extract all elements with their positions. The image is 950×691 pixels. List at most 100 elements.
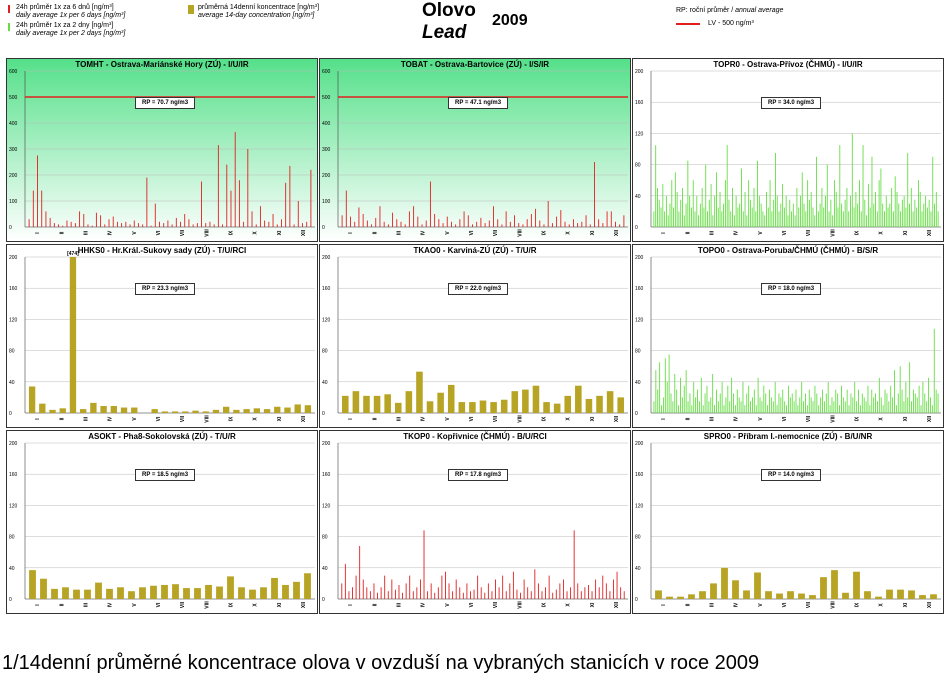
- x-tick-label: V: [445, 231, 451, 235]
- x-tick-label: XI: [590, 230, 596, 235]
- x-tick-label: VIII: [204, 601, 210, 609]
- y-tick-label: 200: [322, 255, 331, 261]
- bar: [59, 408, 66, 413]
- x-tick-label: VI: [782, 230, 788, 235]
- y-tick-label: 200: [9, 255, 18, 261]
- x-tick-label: II: [372, 603, 378, 606]
- bar: [205, 584, 212, 599]
- x-tick-label: IV: [108, 230, 114, 235]
- y-tick-label: 120: [635, 131, 644, 137]
- y-tick-label: 400: [9, 121, 18, 127]
- bar: [293, 581, 300, 599]
- bar: [617, 397, 624, 413]
- bar: [150, 585, 157, 599]
- bar: [699, 591, 706, 599]
- x-tick-label: VII: [180, 601, 186, 608]
- y-tick-label: 300: [9, 147, 18, 153]
- y-tick-label: 160: [635, 100, 644, 106]
- bar: [532, 385, 540, 413]
- bar: [249, 589, 256, 599]
- y-tick-label: 0: [322, 411, 325, 417]
- y-tick-label: 120: [322, 503, 331, 509]
- y-tick-label: 120: [9, 503, 18, 509]
- chart-panel: TKAO0 - Karviná-ZÚ (ZÚ) - T/U/R 0 40 80 120 1…: [319, 244, 631, 428]
- bar: [490, 402, 497, 413]
- legend-label-2day-en: daily average 1x per 2 days [ng/m³]: [16, 30, 126, 37]
- x-tick-label: IV: [421, 230, 427, 235]
- x-tick-label: IV: [108, 602, 114, 607]
- legend-limit-value: LV - 500 ng/m³: [676, 19, 783, 28]
- x-tick-label: V: [445, 603, 451, 607]
- x-tick-label: II: [372, 417, 378, 420]
- data-annotation: [474]: [67, 251, 79, 257]
- x-tick-label: X: [253, 603, 259, 607]
- bar: [352, 391, 360, 413]
- legend-item-2day: 24h průměr 1x za 2 dny [ng/m³] daily ave…: [6, 22, 125, 38]
- bar: [655, 590, 662, 599]
- x-tick-label: V: [132, 231, 138, 235]
- chart-panel: TOPR0 - Ostrava-Přívoz (ČHMÚ) - I/U/IR 0 4…: [632, 58, 944, 242]
- bar: [117, 587, 124, 599]
- bar: [919, 595, 926, 599]
- x-tick-label: I: [661, 418, 667, 420]
- bar: [820, 577, 827, 599]
- x-tick-label: VI: [469, 416, 475, 421]
- x-tick-label: I: [35, 604, 41, 606]
- bar: [606, 391, 614, 413]
- bar: [384, 394, 391, 413]
- bar: [585, 398, 593, 413]
- x-tick-label: XI: [903, 416, 909, 421]
- x-tick-label: V: [758, 603, 764, 607]
- x-tick-label: II: [685, 417, 691, 420]
- x-tick-label: VIII: [204, 415, 210, 423]
- x-tick-label: IV: [421, 416, 427, 421]
- bar: [930, 594, 937, 599]
- bar: [263, 409, 271, 413]
- legend-label-14day-cz: průměrná 14denní koncentrace [ng/m³]: [198, 4, 320, 11]
- y-tick-label: 80: [322, 535, 328, 541]
- x-tick-label: VI: [156, 230, 162, 235]
- annual-average-label: RP = 18.5 ng/m3: [135, 469, 196, 481]
- bar: [853, 571, 860, 599]
- x-tick-label: III: [83, 230, 89, 235]
- legend-label-14day-en: average 14-day concentration [ng/m³]: [198, 12, 315, 19]
- x-tick-label: XII: [301, 415, 307, 422]
- bar: [575, 385, 582, 413]
- bar: [40, 578, 47, 599]
- y-tick-label: 0: [635, 411, 638, 417]
- x-tick-label: XI: [277, 602, 283, 607]
- bar: [886, 589, 893, 599]
- bar: [49, 409, 56, 413]
- y-tick-label: 100: [322, 199, 331, 205]
- bar: [875, 596, 882, 599]
- bar: [29, 570, 36, 599]
- bar: [765, 591, 772, 599]
- x-tick-label: IV: [421, 602, 427, 607]
- x-tick-label: VI: [469, 230, 475, 235]
- legend-annual: RP: roční průměr / annual average LV - 5…: [676, 6, 783, 28]
- x-tick-label: III: [396, 602, 402, 607]
- title-czech: Olovo: [422, 0, 476, 21]
- bar: [128, 591, 135, 599]
- bar: [95, 582, 102, 599]
- x-tick-label: X: [253, 417, 259, 421]
- y-tick-label: 80: [635, 163, 641, 169]
- bar: [511, 391, 519, 413]
- y-tick-label: 0: [9, 225, 12, 231]
- x-tick-label: X: [253, 231, 259, 235]
- x-tick-label: IV: [734, 416, 740, 421]
- x-tick-label: IX: [228, 230, 234, 235]
- bar: [271, 577, 278, 599]
- x-tick-label: X: [879, 417, 885, 421]
- x-tick-label: XII: [301, 601, 307, 608]
- bar: [243, 409, 250, 413]
- x-tick-label: X: [879, 231, 885, 235]
- bar: [183, 588, 190, 599]
- bar: [238, 587, 245, 599]
- x-tick-label: VIII: [830, 415, 836, 423]
- y-tick-label: 200: [9, 441, 18, 447]
